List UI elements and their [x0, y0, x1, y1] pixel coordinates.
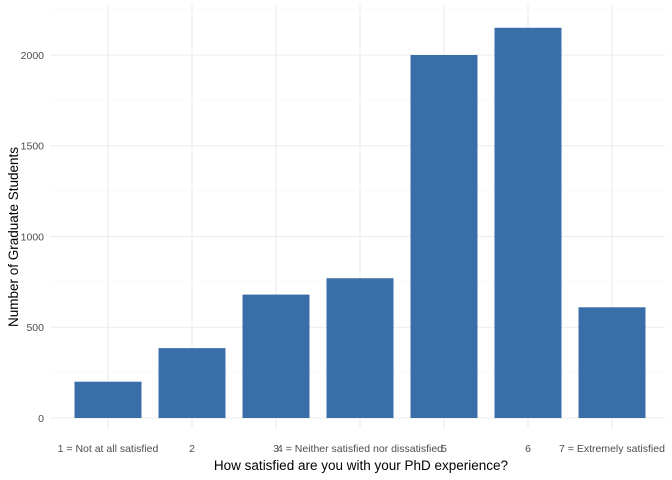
x-tick-label: 6: [525, 443, 531, 455]
y-axis-title: Number of Graduate Students: [6, 147, 21, 327]
x-tick-label: 7 = Extremely satisfied: [559, 443, 665, 455]
x-axis-title: How satisfied are you with your PhD expe…: [214, 458, 508, 473]
y-tick-label: 1500: [21, 141, 45, 153]
y-tick-label: 0: [38, 413, 44, 425]
bar: [158, 348, 226, 418]
x-axis-ticks: 1 = Not at all satisfied 2 34 = Neither sa…: [58, 443, 665, 455]
bars: [74, 27, 646, 419]
y-tick-label: 500: [26, 322, 44, 334]
bar: [326, 278, 394, 418]
bar: [242, 294, 310, 418]
x-tick-label: 5: [441, 443, 447, 455]
bar: [494, 27, 562, 419]
x-tick-label: 4 = Neither satisfied nor dissatisfied: [277, 443, 443, 455]
x-tick-label: 1 = Not at all satisfied: [58, 443, 159, 455]
bar: [74, 381, 142, 418]
y-axis-ticks: 0 500 1000 1500 2000: [21, 50, 45, 425]
bar: [578, 307, 646, 418]
bar: [410, 55, 478, 418]
y-tick-label: 2000: [21, 50, 45, 62]
x-tick-label: 3: [273, 443, 279, 455]
y-tick-label: 1000: [21, 231, 45, 243]
x-tick-label: 2: [189, 443, 195, 455]
